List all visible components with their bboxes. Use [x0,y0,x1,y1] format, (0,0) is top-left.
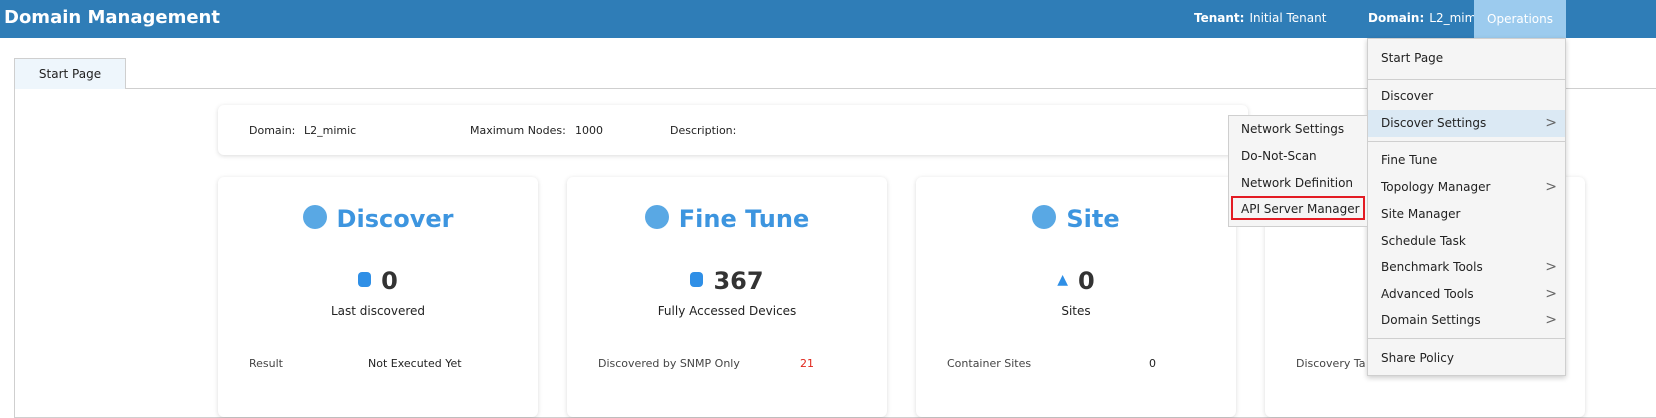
menu-item-site-manager[interactable]: Site Manager [1381,207,1461,221]
sites-icon: ▲ [1057,271,1069,288]
row-value[interactable]: 21 [800,357,814,370]
chevron-right-icon: > [1545,179,1557,195]
menu-item-label: Advanced Tools [1381,287,1474,301]
submenu-item-network-definition[interactable]: Network Definition [1241,176,1354,190]
fine-tune-card[interactable]: Fine Tune 367 Fully Accessed Devices Dis… [567,177,887,417]
operations-menu: Start Page Discover Discover Settings > F… [1367,38,1566,376]
menu-item-fine-tune[interactable]: Fine Tune [1381,153,1438,167]
menu-item-discover-settings[interactable]: Discover Settings > [1368,110,1565,137]
wrench-gear-icon [644,205,669,229]
card-title: Discover [336,205,454,233]
menu-item-label: Domain Settings [1381,313,1481,327]
card-title: Fine Tune [678,205,810,233]
menu-divider [1368,141,1565,142]
chevron-right-icon: > [1545,259,1557,275]
operations-button[interactable]: Operations [1474,0,1566,38]
row-label: Container Sites [947,357,1032,370]
row-label: Result [249,357,283,370]
chevron-right-icon: > [1545,312,1557,328]
menu-item-label: Benchmark Tools [1381,260,1483,274]
menu-item-domain-settings[interactable]: Domain Settings > [1368,307,1565,334]
card-label: Sites [1061,304,1091,318]
card-value: 0 [381,267,398,295]
menu-item-topology-manager[interactable]: Topology Manager > [1368,174,1565,201]
submenu-item-network-settings[interactable]: Network Settings [1241,122,1345,136]
domain-info: Domain: L2_mimic [1368,11,1486,25]
domain-label: Domain: [1368,11,1425,25]
menu-item-benchmark-tools[interactable]: Benchmark Tools > [1368,254,1565,281]
domain-value: L2_mimic [1429,11,1487,25]
submenu-item-api-server-manager[interactable]: API Server Manager [1241,202,1360,216]
max-nodes-value: 1000 [575,124,603,137]
card-label: Fully Accessed Devices [657,304,797,318]
tab-start-page[interactable]: Start Page [14,58,126,89]
site-card[interactable]: Site ▲ 0 Sites Container Sites 0 [916,177,1236,417]
row-value: 0 [1149,357,1156,370]
submenu-item-do-not-scan[interactable]: Do-Not-Scan [1241,149,1317,163]
tenant-value: Initial Tenant [1249,11,1327,25]
discover-card[interactable]: Discover 0 Last discovered Result Not Ex… [218,177,538,417]
tenant-label: Tenant: [1194,11,1245,25]
description-label: Description: [670,124,737,137]
menu-item-label: Topology Manager [1381,180,1491,194]
info-domain-value: L2_mimic [304,124,357,137]
chevron-right-icon: > [1545,115,1557,131]
menu-item-discover[interactable]: Discover [1381,89,1434,103]
menu-item-start-page[interactable]: Start Page [1381,51,1444,65]
domain-info-bar: Domain: L2_mimic Maximum Nodes: 1000 Des… [218,105,1248,155]
menu-item-schedule-task[interactable]: Schedule Task [1381,234,1466,248]
site-icon [1032,205,1057,229]
chevron-right-icon: > [1545,286,1557,302]
app-header: Domain Management Tenant: Initial Tenant … [0,0,1656,38]
info-domain-label: Domain: [249,124,296,137]
card-value: 367 [713,267,764,295]
menu-item-share-policy[interactable]: Share Policy [1381,351,1454,365]
menu-item-advanced-tools[interactable]: Advanced Tools > [1368,281,1565,308]
row-value: Not Executed Yet [368,357,462,370]
card-title: Site [1066,205,1120,233]
tenant-info: Tenant: Initial Tenant [1194,11,1326,25]
highlight-box [1231,196,1365,220]
max-nodes-label: Maximum Nodes: [470,124,566,137]
card-value: 0 [1078,267,1095,295]
menu-item-label: Discover Settings [1381,116,1487,130]
radar-icon [302,205,327,229]
card-label: Last discovered [330,304,426,318]
discover-settings-submenu: Network Settings Do-Not-Scan Network Def… [1228,115,1368,227]
row-label: Discovered by SNMP Only [598,357,740,370]
row-label: Discovery Ta [1296,357,1366,370]
app-title: Domain Management [4,7,220,28]
menu-divider [1368,338,1565,339]
menu-divider [1368,79,1565,80]
device-icon [690,271,704,287]
device-icon [358,271,372,287]
